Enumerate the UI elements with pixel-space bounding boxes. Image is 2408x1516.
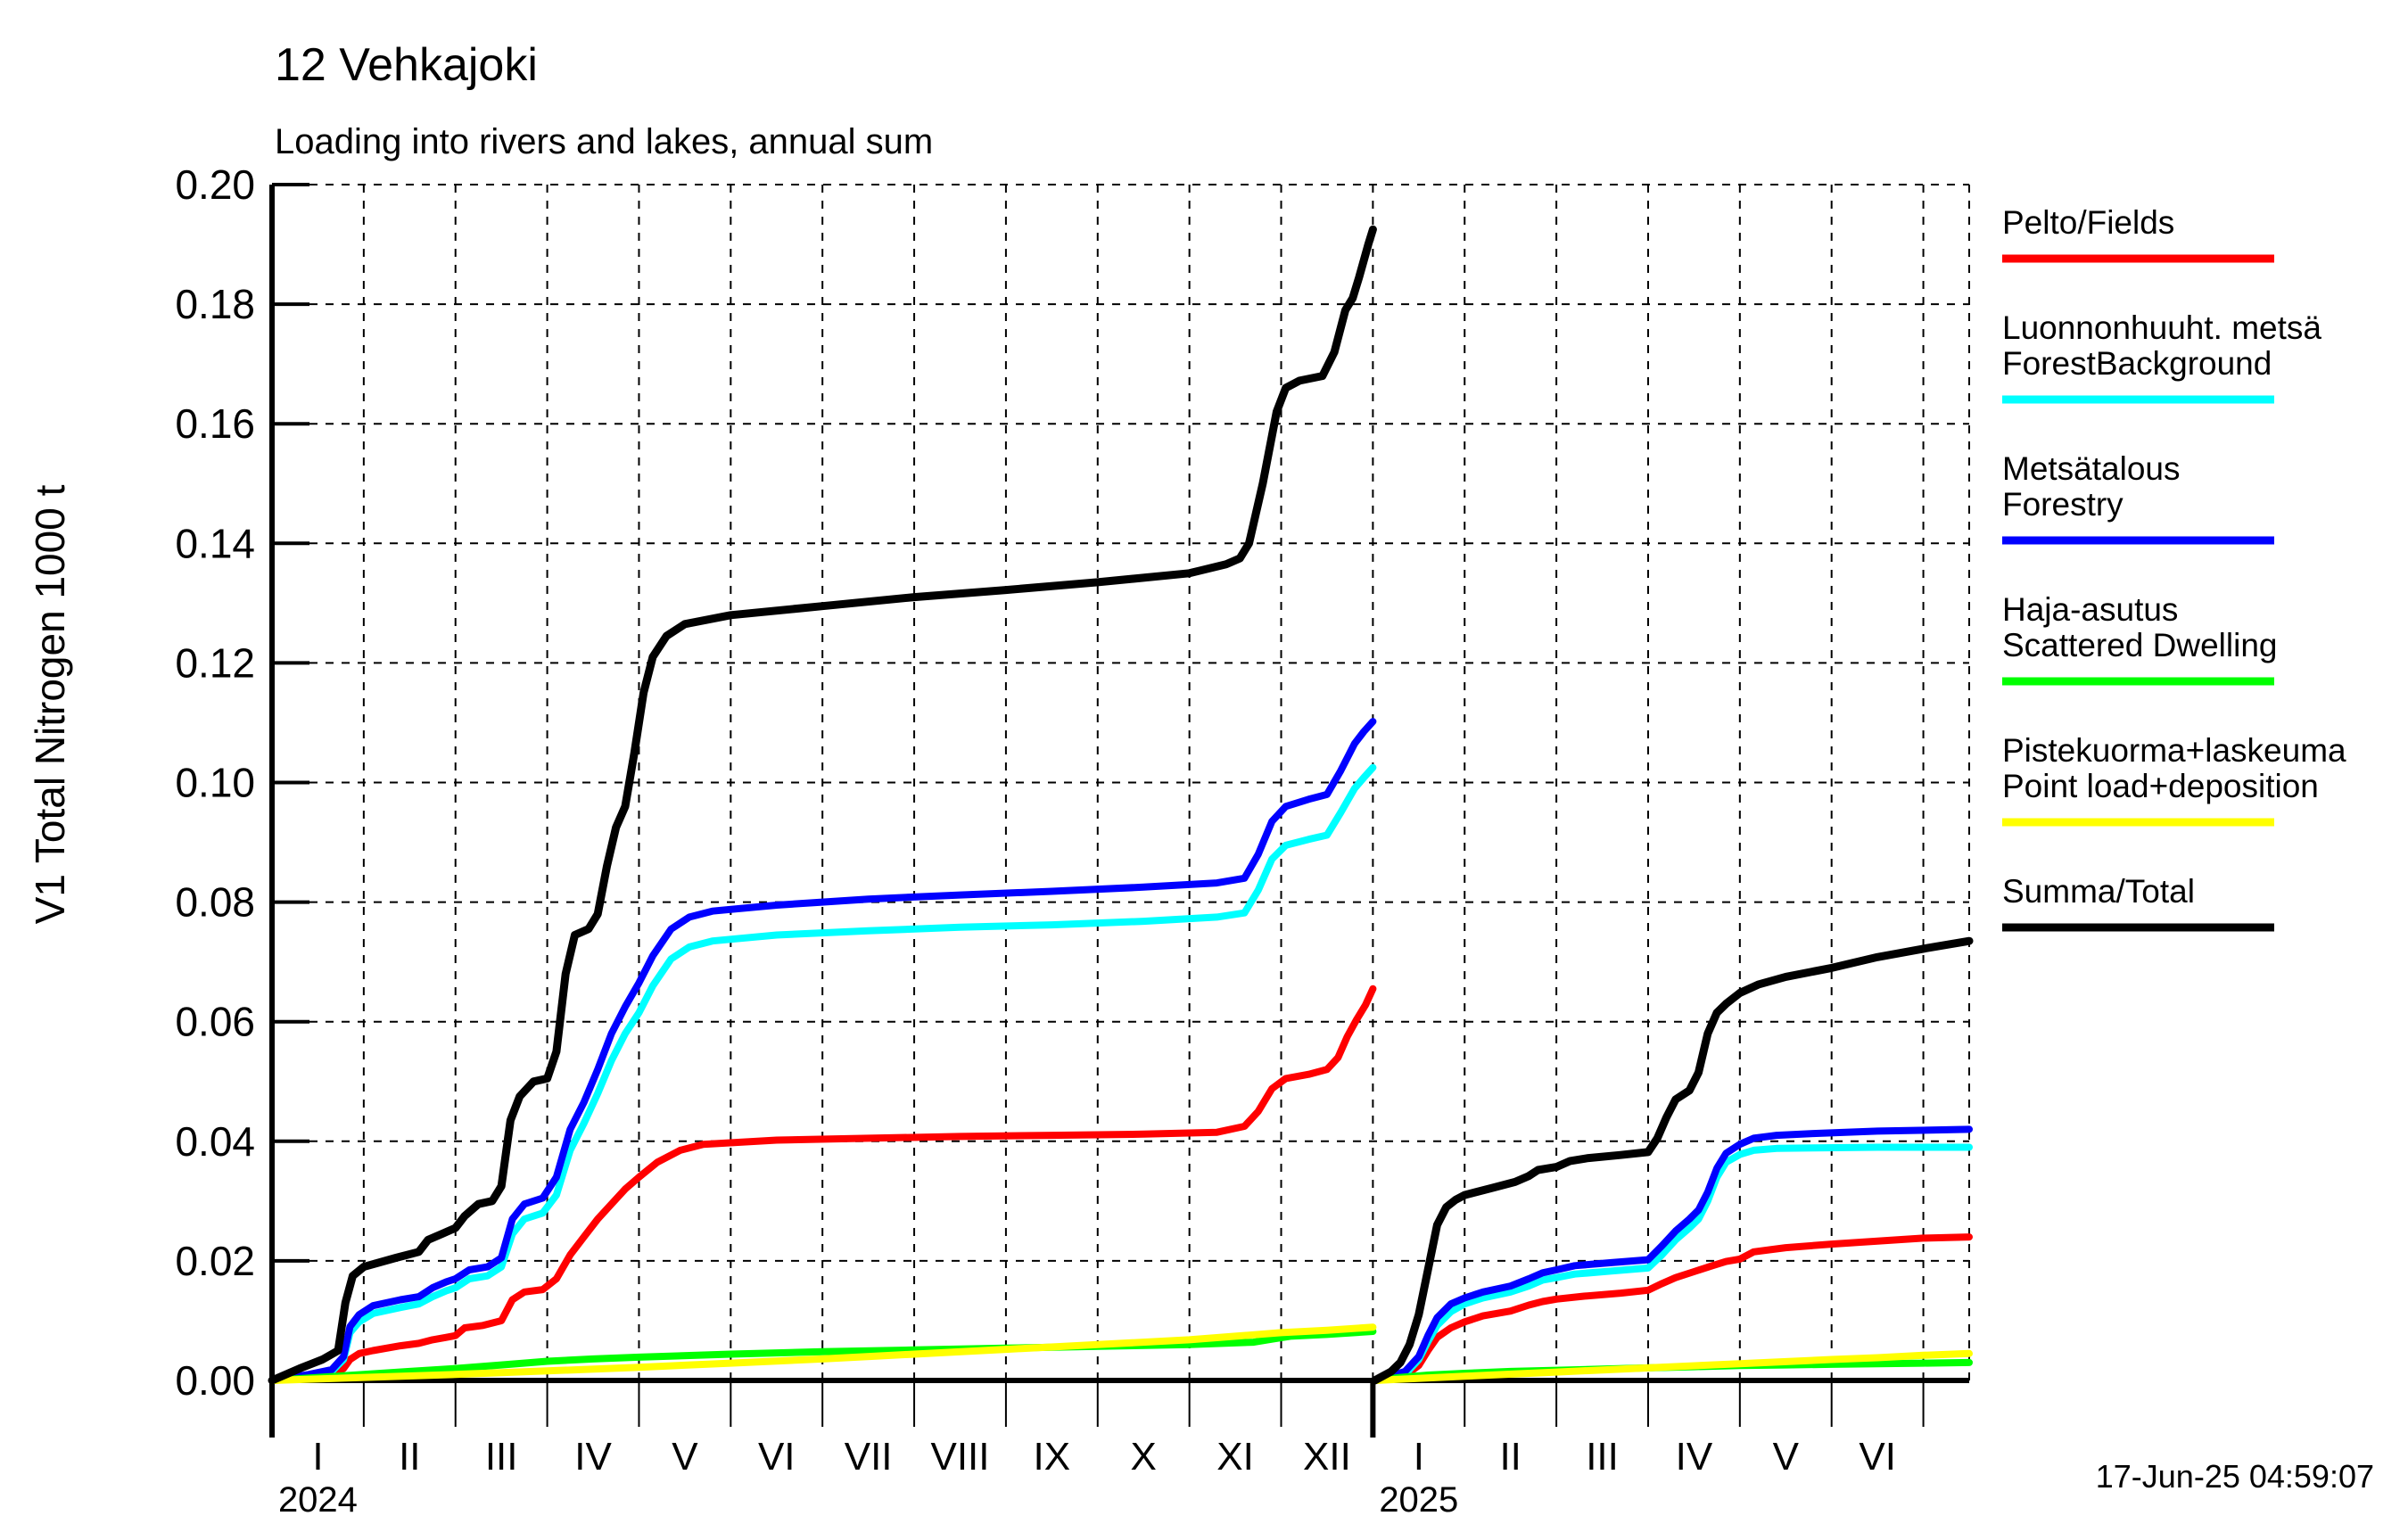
y-tick-label: 0.12 [175, 639, 255, 686]
legend-label: Luonnonhuuht. metsä [2002, 309, 2321, 346]
x-month-label: IV [574, 1435, 612, 1479]
chart-subtitle: Loading into rivers and lakes, annual su… [275, 122, 933, 161]
legend: Pelto/Fields Luonnonhuuht. metsäForestBac… [2002, 204, 2346, 932]
x-month-label: IX [1034, 1435, 1071, 1479]
x-month-label: IV [1676, 1435, 1713, 1479]
legend-entry-0: Pelto/Fields [2002, 204, 2274, 263]
legend-label: ForestBackground [2002, 345, 2272, 382]
series-line-2 [268, 718, 1377, 1384]
x-month-label: XI [1216, 1435, 1254, 1479]
x-month-label: I [1414, 1435, 1424, 1479]
x-month-label: V [1773, 1435, 1800, 1479]
series-layer [268, 225, 1974, 1385]
series-line-1 [1371, 1143, 1973, 1384]
chart-title: 12 Vehkajoki [275, 39, 538, 91]
legend-label: Haja-asutus [2002, 591, 2178, 628]
grid-layer [309, 184, 1970, 1380]
x-month-label: VII [845, 1435, 893, 1479]
year-label: 2025 [1379, 1480, 1458, 1516]
y-tick-label: 0.00 [175, 1357, 255, 1404]
series-line-0 [268, 985, 1377, 1384]
series-line-3 [268, 1328, 1377, 1384]
y-tick-label: 0.20 [175, 161, 255, 208]
x-month-label: II [399, 1435, 420, 1479]
x-month-label: VIII [930, 1435, 989, 1479]
legend-label: Metsätalous [2002, 450, 2181, 487]
x-month-label: I [312, 1435, 323, 1479]
series-line-5 [1370, 936, 1974, 1385]
x-month-label: II [1499, 1435, 1521, 1479]
y-tick-label: 0.04 [175, 1118, 255, 1165]
axis-layer [269, 183, 1969, 1438]
year-label: 2024 [278, 1480, 358, 1516]
x-month-label: III [485, 1435, 518, 1479]
series-line-2 [1371, 1125, 1973, 1384]
legend-label: Summa/Total [2002, 873, 2195, 910]
y-tick-label: 0.14 [175, 520, 255, 566]
y-axis-label: V1 Total Nitrogen 1000 t [27, 484, 73, 924]
series-line-4 [268, 1323, 1377, 1384]
legend-label: Scattered Dwelling [2002, 627, 2277, 663]
label-layer: 0.00 0.02 0.04 0.06 0.08 0.10 0.12 0.14 0.16 0.18… [175, 161, 1895, 1516]
x-month-label: III [1586, 1435, 1619, 1479]
y-tick-label: 0.10 [175, 760, 255, 806]
y-tick-label: 0.08 [175, 879, 255, 926]
y-tick-label: 0.06 [175, 999, 255, 1045]
series-line-4 [1371, 1349, 1973, 1384]
series-line-5 [268, 225, 1377, 1385]
y-tick-label: 0.16 [175, 400, 255, 447]
x-month-label: VI [758, 1435, 796, 1479]
legend-label: Pistekuorma+laskeuma [2002, 732, 2346, 769]
x-month-label: VI [1859, 1435, 1896, 1479]
legend-entry-5: Summa/Total [2002, 873, 2274, 932]
legend-label: Forestry [2002, 486, 2123, 523]
series-line-1 [268, 763, 1377, 1384]
x-month-label: XII [1303, 1435, 1351, 1479]
legend-label: Point load+deposition [2002, 768, 2319, 804]
x-month-label: V [672, 1435, 698, 1479]
legend-label: Pelto/Fields [2002, 204, 2174, 241]
timestamp: 17-Jun-25 04:59:07 [2096, 1458, 2374, 1495]
y-tick-label: 0.18 [175, 281, 255, 327]
y-tick-label: 0.02 [175, 1238, 255, 1284]
series-line-0 [1371, 1233, 1973, 1384]
x-month-label: X [1131, 1435, 1157, 1479]
